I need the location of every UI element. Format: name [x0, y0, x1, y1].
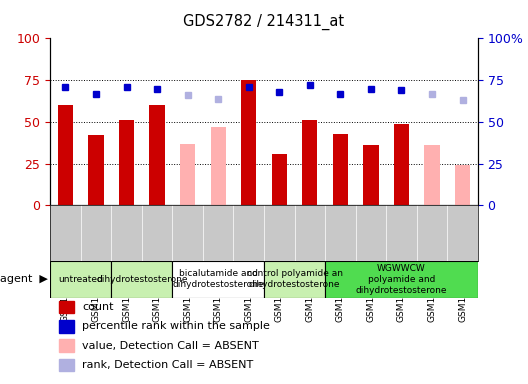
Bar [394, 124, 409, 205]
Text: agent  ▶: agent ▶ [0, 274, 48, 285]
Bar [211, 127, 226, 205]
Bar [58, 105, 73, 205]
Bar [271, 154, 287, 205]
Bar [333, 134, 348, 205]
Bar [325, 261, 478, 298]
Text: dihydrotestosterone: dihydrotestosterone [96, 275, 187, 284]
Bar [241, 80, 257, 205]
Bar [302, 120, 317, 205]
Bar [264, 261, 325, 298]
Text: percentile rank within the sample: percentile rank within the sample [82, 321, 270, 331]
Bar [50, 261, 111, 298]
Bar [363, 145, 379, 205]
Bar [59, 339, 74, 352]
Bar [180, 144, 195, 205]
Bar [119, 120, 134, 205]
Text: WGWWCW
polyamide and
dihydrotestosterone: WGWWCW polyamide and dihydrotestosterone [356, 264, 447, 295]
Bar [59, 359, 74, 371]
Text: untreated: untreated [58, 275, 103, 284]
Bar [455, 166, 470, 205]
Text: bicalutamide and
dihydrotestosterone: bicalutamide and dihydrotestosterone [173, 269, 264, 290]
Bar [59, 301, 74, 313]
Text: value, Detection Call = ABSENT: value, Detection Call = ABSENT [82, 341, 259, 351]
Text: GDS2782 / 214311_at: GDS2782 / 214311_at [183, 13, 345, 30]
Text: control polyamide an
dihydrotestosterone: control polyamide an dihydrotestosterone [247, 269, 343, 290]
Bar [425, 145, 440, 205]
Bar [59, 320, 74, 333]
Bar [149, 105, 165, 205]
Bar [88, 135, 103, 205]
Bar [172, 261, 264, 298]
Text: count: count [82, 302, 114, 312]
Bar [111, 261, 172, 298]
Text: rank, Detection Call = ABSENT: rank, Detection Call = ABSENT [82, 360, 253, 370]
